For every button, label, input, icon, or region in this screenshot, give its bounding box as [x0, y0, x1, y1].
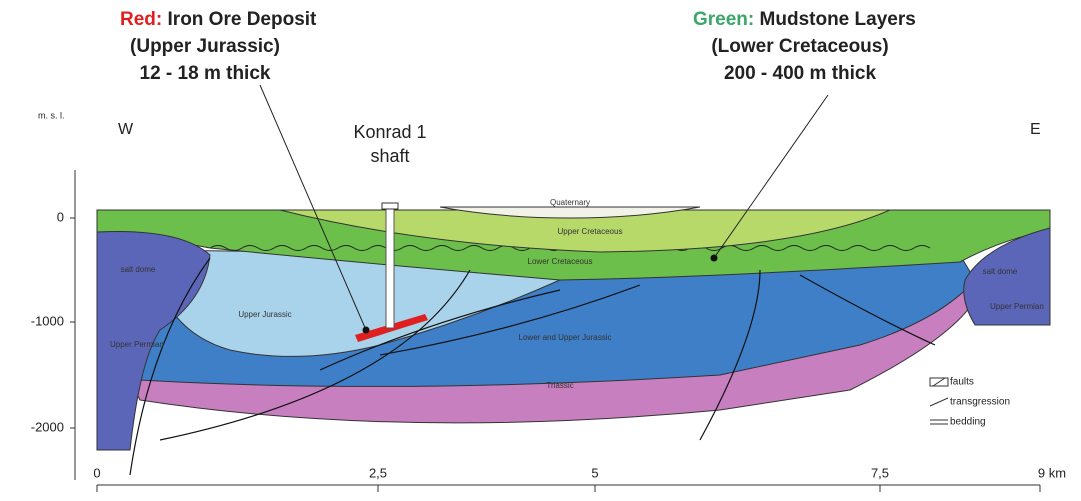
- ticks: [70, 217, 1041, 492]
- fault: [379, 284, 641, 356]
- layer-label: Quaternary: [550, 198, 590, 207]
- legend-symbol: [932, 377, 946, 387]
- layer-label: Upper Jurassic: [238, 310, 291, 319]
- layer-label: salt dome: [121, 265, 156, 274]
- shaft-label: Konrad 1: [353, 122, 426, 142]
- fault: [129, 257, 211, 476]
- annotation: (Lower Cretaceous): [711, 36, 888, 57]
- layer-label: Upper Cretaceous: [558, 227, 623, 236]
- y-tick-label: -1000: [31, 313, 64, 328]
- x-tick-label: 5: [591, 465, 598, 480]
- key: Red:: [120, 9, 162, 30]
- key: Green:: [693, 9, 754, 30]
- annotation: (Upper Jurassic): [130, 36, 280, 57]
- fault: [699, 269, 761, 441]
- legend-symbol: [929, 377, 949, 387]
- upper-jurassic-layer: [149, 249, 561, 357]
- layer-label: Lower and Upper Jurassic: [519, 333, 612, 342]
- faults: [129, 257, 936, 476]
- annotation-key: Red: Iron Ore Deposit: [120, 9, 317, 30]
- line: Mudstone Layers: [760, 9, 916, 30]
- fault: [159, 269, 471, 441]
- layer-label: Upper Permian: [110, 340, 164, 349]
- x-tick-label: 9 km: [1038, 465, 1066, 480]
- fault: [799, 274, 936, 346]
- line: Iron Ore Deposit: [168, 9, 318, 30]
- fault: [319, 289, 561, 371]
- annotation: 200 - 400 m thick: [724, 63, 877, 84]
- annotation: 12 - 18 m thick: [140, 63, 271, 84]
- pointer-line: [259, 84, 367, 331]
- y-tick-label: -2000: [31, 419, 64, 434]
- legend-label: transgression: [950, 397, 1010, 408]
- annotation-key: Green: Mudstone Layers: [693, 9, 916, 30]
- legend-symbol: [929, 397, 949, 407]
- shaft: [385, 207, 395, 329]
- shaft-head: [381, 202, 399, 210]
- pointer-dot: [710, 254, 718, 262]
- layer-label: Triassic: [546, 381, 573, 390]
- pointer-line: [713, 94, 829, 259]
- pointer-dot: [362, 326, 370, 334]
- layer-label: Upper Permian: [990, 302, 1044, 311]
- direction: W: [118, 121, 134, 138]
- legend-label: faults: [950, 377, 974, 388]
- salt-dome-left: [96, 231, 211, 451]
- legend-symbol: [930, 419, 948, 425]
- x-tick-label: 0: [93, 465, 100, 480]
- y-tick-label: 0: [57, 209, 64, 224]
- y-title: m. s. l.: [38, 110, 65, 120]
- shaft-label: shaft: [370, 146, 409, 166]
- layer-label: salt dome: [983, 267, 1018, 276]
- legend-label: bedding: [950, 417, 986, 428]
- direction: E: [1030, 121, 1041, 138]
- quaternary-layer: [439, 206, 701, 219]
- x-tick-label: 7,5: [871, 465, 889, 480]
- x-tick-label: 2,5: [369, 465, 387, 480]
- upper-cretaceous-layer: [279, 209, 891, 253]
- layer-label: Lower Cretaceous: [528, 257, 593, 266]
- salt-dome-right: [963, 227, 1051, 326]
